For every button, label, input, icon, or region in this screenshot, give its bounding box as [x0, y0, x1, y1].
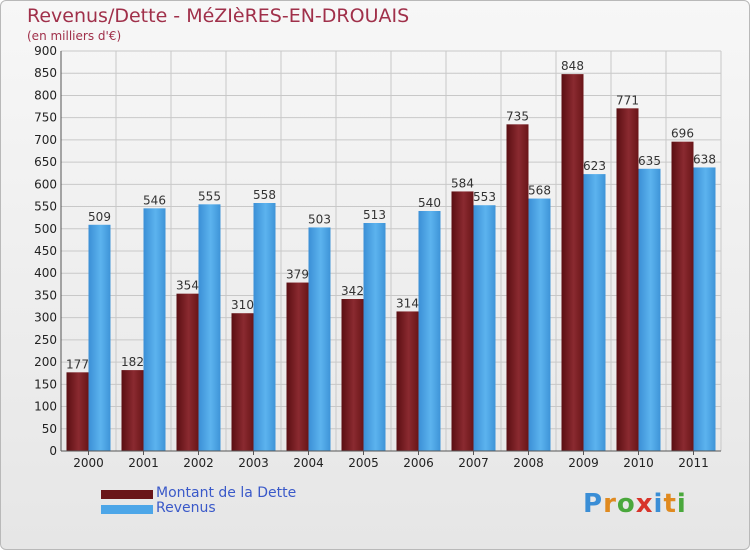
debt-value-label: 735 [506, 109, 529, 123]
revenue-value-label: 638 [693, 152, 716, 166]
proxiti-logo: Proxiti [583, 489, 687, 519]
y-tick-label: 450 [34, 244, 57, 258]
revenue-bar [638, 168, 661, 451]
debt-value-label: 177 [66, 357, 89, 371]
debt-bar [176, 293, 199, 451]
x-tick-label: 2010 [623, 456, 654, 470]
debt-value-label: 354 [176, 279, 199, 293]
revenue-value-label: 623 [583, 159, 606, 173]
revenue-bar [253, 203, 276, 451]
x-tick-label: 2004 [293, 456, 324, 470]
revenue-bar [528, 198, 551, 451]
revenue-bar [693, 167, 716, 451]
debt-value-label: 771 [616, 93, 639, 107]
debt-value-label: 379 [286, 268, 309, 282]
legend-label-revenue: Revenus [156, 500, 216, 516]
x-tick-label: 2003 [238, 456, 269, 470]
revenue-bar [198, 204, 221, 451]
logo-letter: i [653, 489, 664, 519]
logo-letter: r [603, 489, 617, 519]
debt-bar [451, 191, 474, 451]
revenue-value-label: 513 [363, 208, 386, 222]
debt-bar [66, 372, 89, 451]
y-tick-label: 650 [34, 155, 57, 169]
y-tick-label: 250 [34, 333, 57, 347]
y-tick-label: 700 [34, 133, 57, 147]
x-tick-label: 2002 [183, 456, 214, 470]
x-tick-label: 2008 [513, 456, 544, 470]
debt-value-label: 848 [561, 59, 584, 73]
y-tick-label: 350 [34, 288, 57, 302]
logo-letter: P [583, 489, 604, 519]
legend-swatch-debt [101, 490, 153, 499]
revenue-bar [473, 205, 496, 451]
debt-bar [396, 311, 419, 451]
debt-bar [671, 141, 694, 451]
x-tick-label: 2006 [403, 456, 434, 470]
data-labels: 177 509 182 546 354 555 310 558 379 503 342 513 314 5… [66, 59, 716, 371]
revenue-bar [88, 224, 111, 451]
y-tick-label: 600 [34, 177, 57, 191]
revenue-value-label: 509 [88, 210, 111, 224]
debt-value-label: 342 [341, 284, 364, 298]
debt-bar [561, 74, 584, 451]
revenue-value-label: 558 [253, 188, 276, 202]
revenue-bar [143, 208, 166, 451]
debt-value-label: 314 [396, 296, 419, 310]
bars [66, 74, 716, 451]
logo-letter: o [616, 489, 636, 519]
x-tick-label: 2000 [73, 456, 104, 470]
debt-bar [286, 282, 309, 451]
revenue-bar [363, 223, 386, 451]
revenue-value-label: 503 [308, 212, 331, 226]
debt-value-label: 696 [671, 127, 694, 141]
x-tick-label: 2007 [458, 456, 489, 470]
y-tick-label: 100 [34, 400, 57, 414]
y-tick-label: 800 [34, 88, 57, 102]
y-tick-label: 900 [34, 44, 57, 58]
chart-subtitle: (en milliers d'€) [27, 29, 122, 43]
y-tick-label: 50 [42, 422, 57, 436]
y-tick-label: 750 [34, 111, 57, 125]
revenue-value-label: 568 [528, 184, 551, 198]
logo-letter: x [635, 489, 654, 519]
debt-value-label: 182 [121, 355, 144, 369]
revenue-value-label: 555 [198, 189, 221, 203]
axes: 0 50 100 150 200 250 300 350 400 450 500 550 600 650 7… [34, 44, 721, 470]
revenue-bar [583, 174, 606, 451]
x-tick-label: 2009 [568, 456, 599, 470]
logo-letter: t [663, 489, 677, 519]
revenue-value-label: 553 [473, 190, 496, 204]
x-tick-label: 2005 [348, 456, 379, 470]
debt-value-label: 584 [451, 176, 474, 190]
debt-bar [121, 370, 144, 451]
logo-letter: i [676, 489, 687, 519]
y-tick-label: 850 [34, 66, 57, 80]
y-tick-label: 300 [34, 311, 57, 325]
revenue-value-label: 635 [638, 154, 661, 168]
revenue-bar [418, 211, 441, 451]
revenue-bar [308, 227, 331, 451]
y-tick-label: 0 [49, 444, 57, 458]
x-tick-label: 2011 [678, 456, 709, 470]
debt-bar [616, 108, 639, 451]
revenue-value-label: 540 [418, 196, 441, 210]
y-tick-label: 150 [34, 377, 57, 391]
debt-bar [231, 313, 254, 451]
y-tick-label: 500 [34, 222, 57, 236]
legend-label-debt: Montant de la Dette [156, 485, 297, 501]
x-tick-label: 2001 [128, 456, 159, 470]
debt-value-label: 310 [231, 298, 254, 312]
debt-bar [341, 299, 364, 451]
legend-swatch-revenue [101, 505, 153, 514]
revenue-value-label: 546 [143, 193, 166, 207]
y-tick-label: 400 [34, 266, 57, 280]
debt-bar [506, 124, 529, 451]
y-tick-label: 200 [34, 355, 57, 369]
y-tick-label: 550 [34, 200, 57, 214]
chart-title: Revenus/Dette - MéZIèRES-EN-DROUAIS [27, 5, 410, 27]
